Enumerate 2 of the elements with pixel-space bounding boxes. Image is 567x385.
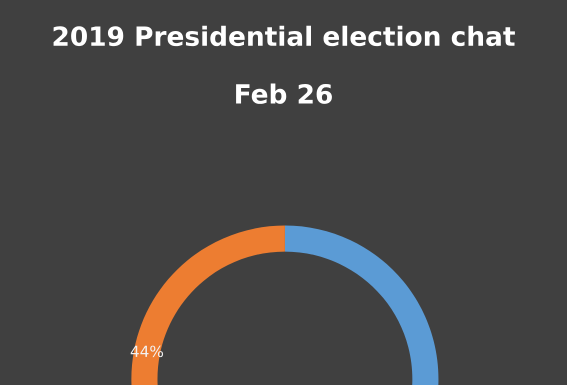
chart-title: 2019 Presidential election chat — [54, 26, 515, 46]
chart-subtitle: Feb 26 — [236, 83, 332, 104]
